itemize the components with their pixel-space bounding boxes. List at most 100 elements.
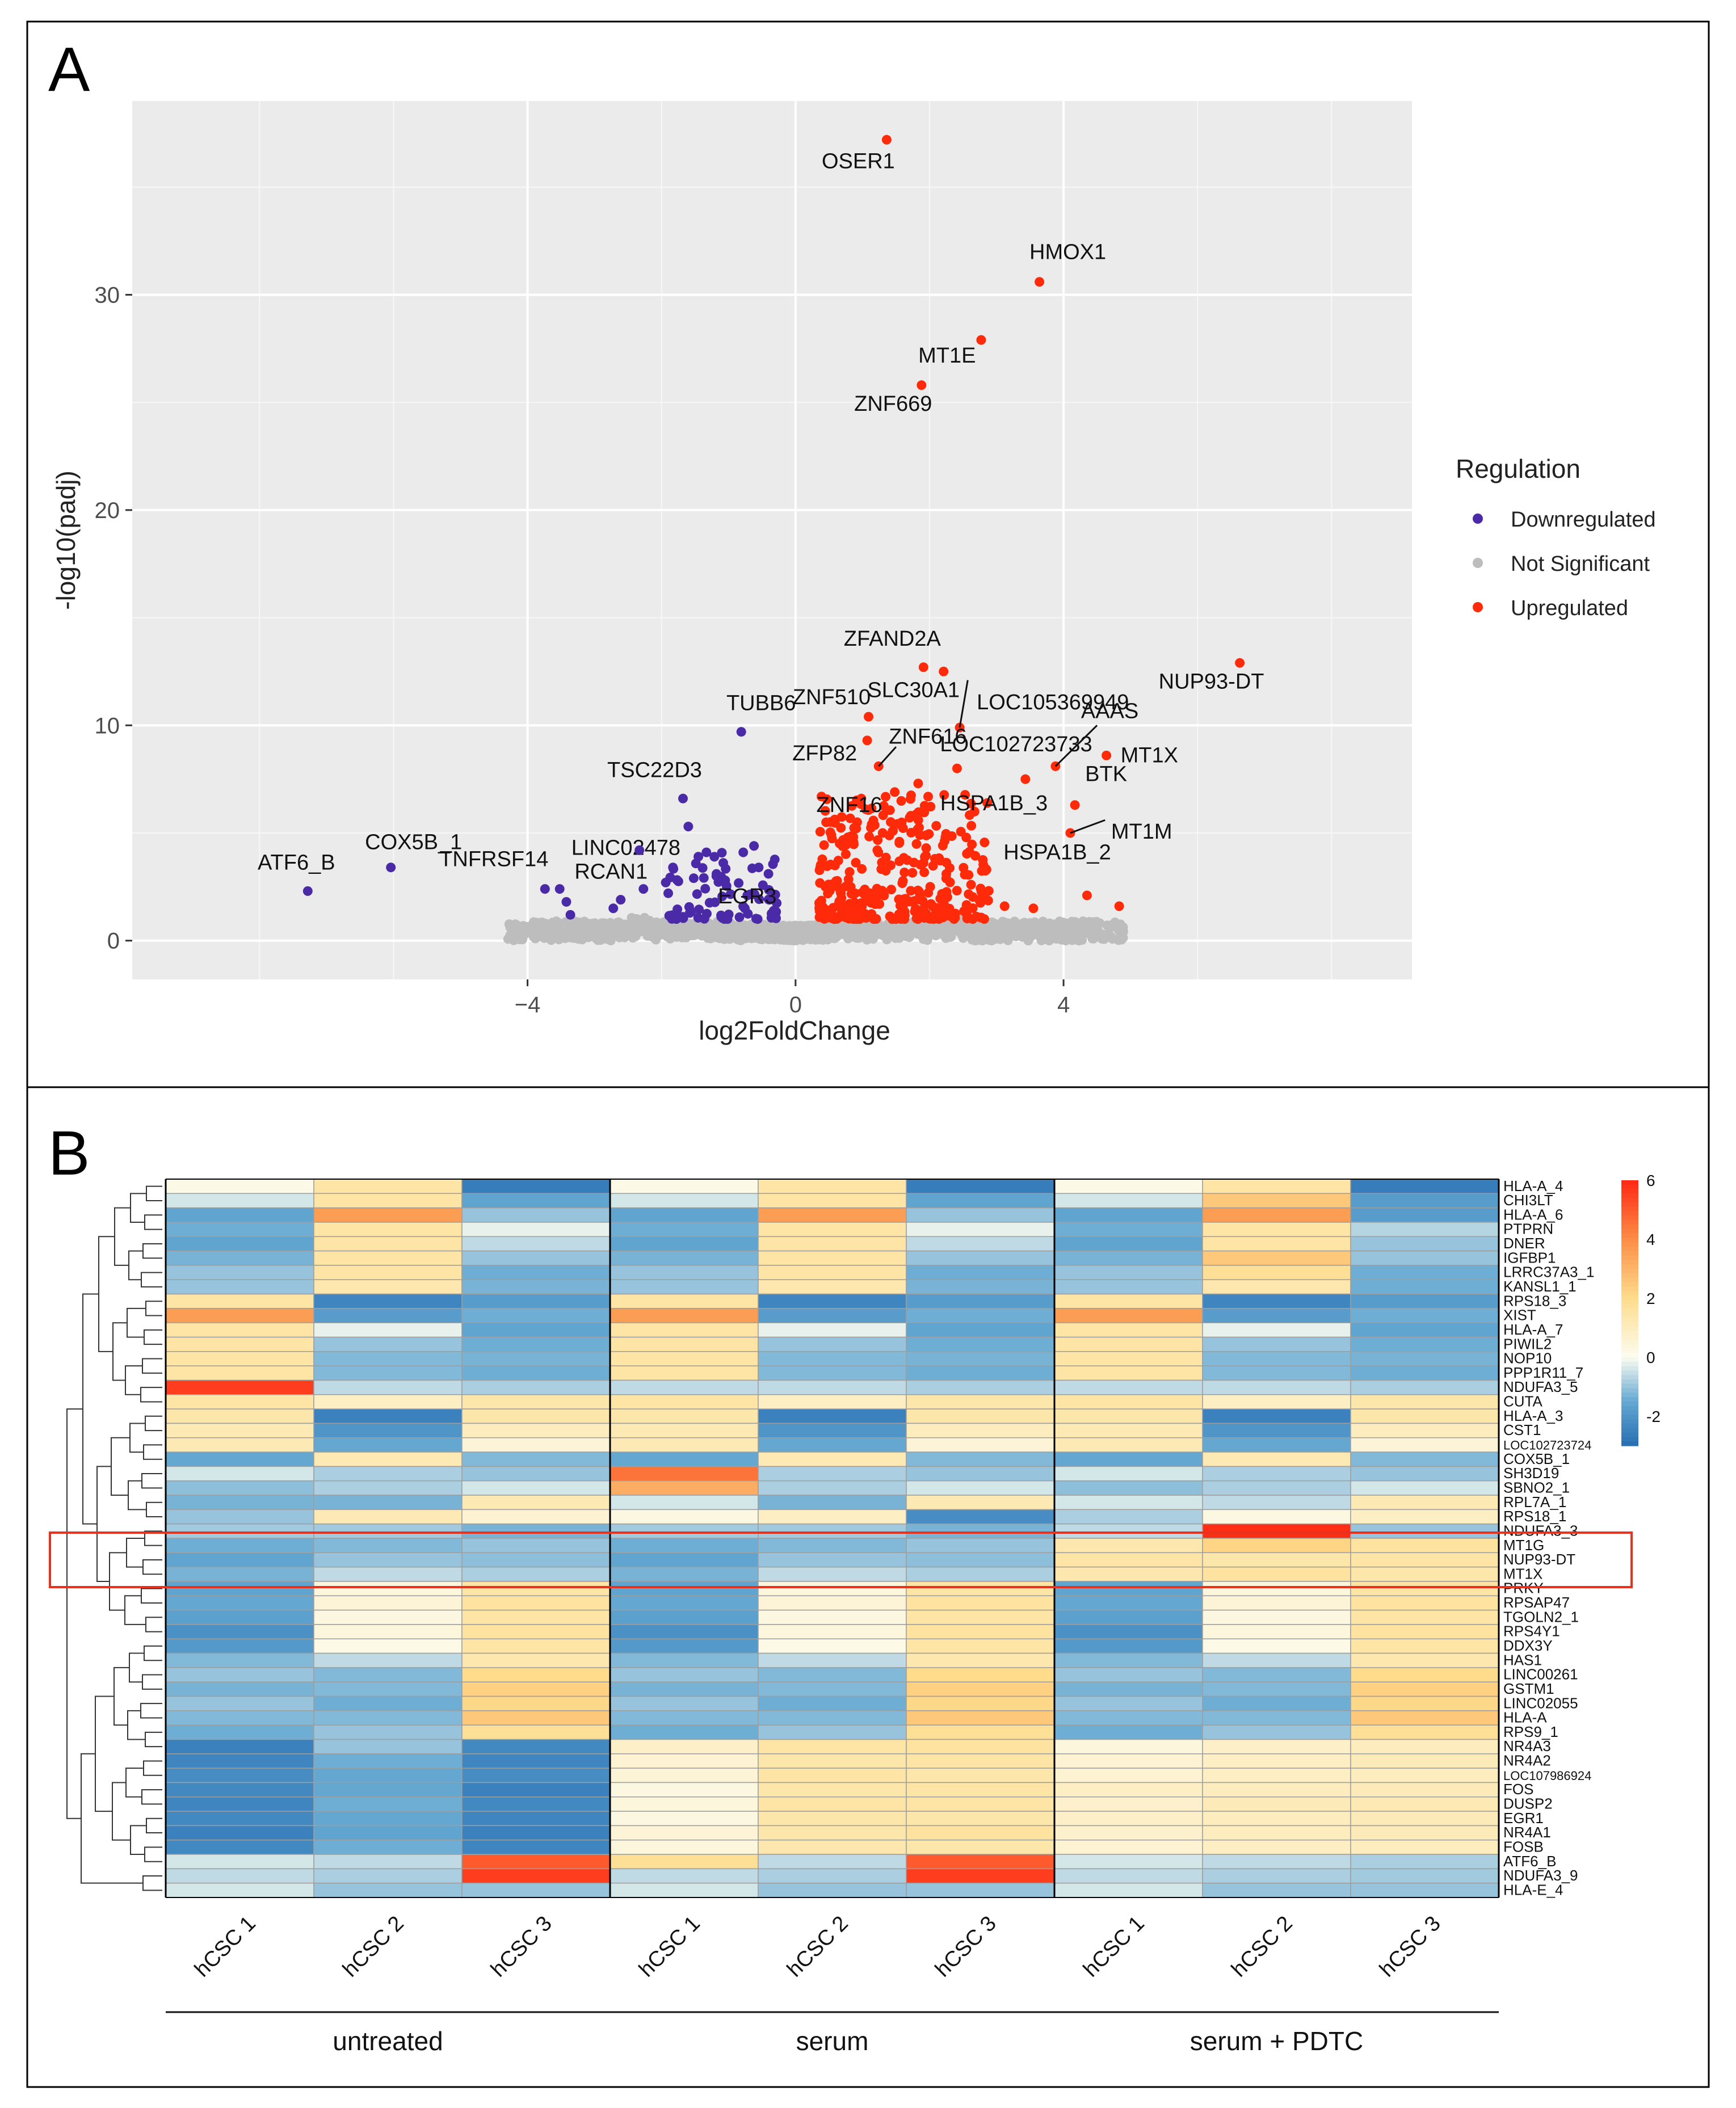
heatmap-cell <box>1350 1882 1499 1898</box>
heatmap-cell <box>313 1710 463 1726</box>
heatmap-cell <box>610 1451 759 1467</box>
row-label: HLA-A_7 <box>1503 1321 1563 1338</box>
point-label-atf6-b: ATF6_B <box>258 851 335 874</box>
heatmap-cell <box>1202 1825 1351 1841</box>
up-point <box>961 900 972 910</box>
heatmap-cell <box>1350 1179 1499 1194</box>
heatmap-cell <box>758 1638 907 1654</box>
down-point <box>709 852 720 862</box>
heatmap-cell <box>906 1207 1055 1223</box>
point-zfand2a <box>918 662 928 672</box>
color-scale-segment <box>1621 1184 1638 1190</box>
heatmap-cell <box>758 1250 907 1266</box>
heatmap-cell <box>1054 1308 1203 1323</box>
ns-point <box>944 922 955 932</box>
up-point <box>1114 901 1124 911</box>
heatmap-cell <box>1350 1566 1499 1582</box>
heatmap-cell <box>1350 1538 1499 1554</box>
up-point <box>877 828 888 838</box>
heatmap-cell <box>758 1466 907 1482</box>
heatmap-cell <box>610 1839 759 1855</box>
heatmap-cell <box>461 1466 611 1482</box>
up-point <box>840 849 851 859</box>
heatmap-cell <box>906 1250 1055 1266</box>
down-point <box>554 884 565 894</box>
heatmap-cell <box>906 1552 1055 1568</box>
heatmap-cell <box>1054 1394 1203 1409</box>
heatmap-cell <box>1350 1839 1499 1855</box>
heatmap-cell <box>758 1595 907 1611</box>
heatmap-cell <box>1350 1739 1499 1754</box>
heatmap-cell <box>313 1250 463 1266</box>
row-label: HLA-A_4 <box>1503 1177 1563 1194</box>
heatmap-cell <box>165 1351 314 1366</box>
heatmap-cell <box>1054 1581 1203 1597</box>
ns-point <box>533 919 543 929</box>
color-scale-segment <box>1621 1388 1638 1393</box>
ns-point <box>1078 922 1088 932</box>
heatmap-cell <box>758 1710 907 1726</box>
row-label: SH3D19 <box>1503 1465 1559 1482</box>
dendrogram-branch <box>112 1782 131 1841</box>
up-point <box>901 894 911 904</box>
row-label: NR4A3 <box>1503 1737 1551 1754</box>
ns-point <box>579 916 590 927</box>
point-znf16 <box>890 787 900 797</box>
heatmap-cell <box>758 1308 907 1323</box>
heatmap-cell <box>461 1293 611 1309</box>
heatmap-cell <box>165 1868 314 1884</box>
color-scale-segment <box>1621 1353 1638 1358</box>
up-point <box>899 853 909 863</box>
dendrogram-branch <box>140 1703 162 1719</box>
heatmap-cell <box>313 1480 463 1496</box>
ns-point <box>869 932 879 942</box>
ns-points <box>503 911 1128 946</box>
heatmap-cell <box>1054 1538 1203 1554</box>
up-point <box>967 839 977 849</box>
heatmap-cell <box>461 1179 611 1194</box>
down-point <box>700 883 711 894</box>
up-point <box>921 851 931 861</box>
heatmap-cell <box>461 1839 611 1855</box>
dendrogram-branch <box>66 1408 83 1819</box>
heatmap-cell <box>1350 1509 1499 1525</box>
point-label-tnfrsf14: TNFRSF14 <box>439 848 548 872</box>
heatmap-cell <box>165 1379 314 1395</box>
row-label: NDUFA3_5 <box>1503 1378 1578 1395</box>
down-point <box>692 889 702 899</box>
point-label-nup93-dt: NUP93-DT <box>1159 670 1264 693</box>
volcano-panel-background <box>132 101 1412 979</box>
heatmap: HLA-A_4CHI3LTHLA-A_6PTPRNDNERIGFBP1LRRC3… <box>49 1172 1661 2056</box>
up-point <box>976 883 986 894</box>
up-point <box>885 805 895 815</box>
heatmap-cell <box>1350 1193 1499 1209</box>
point-zfp82 <box>862 735 872 746</box>
dendrogram-branch <box>109 1552 127 1611</box>
heatmap-cell <box>313 1265 463 1280</box>
heatmap-cell <box>758 1839 907 1855</box>
dendrogram-branch <box>142 1559 162 1575</box>
up-point <box>982 798 993 808</box>
heatmap-cell <box>1054 1681 1203 1697</box>
down-point <box>701 847 712 857</box>
ns-point <box>1118 933 1128 943</box>
dendrogram-branch <box>143 1760 162 1776</box>
heatmap-cell <box>906 1265 1055 1280</box>
down-point <box>771 913 781 923</box>
point-label-egr3: EGR3 <box>718 885 776 908</box>
heatmap-cell <box>758 1336 907 1352</box>
up-point <box>827 834 837 844</box>
heatmap-cell <box>758 1193 907 1209</box>
heatmap-cell <box>165 1854 314 1870</box>
heatmap-cell <box>610 1538 759 1554</box>
up-point <box>921 843 931 853</box>
heatmap-cell <box>1054 1207 1203 1223</box>
heatmap-cell <box>758 1408 907 1424</box>
dendrogram-branch <box>127 1710 145 1740</box>
heatmap-cell <box>313 1796 463 1812</box>
heatmap-cell <box>165 1739 314 1754</box>
dendrogram-branch <box>128 1480 146 1510</box>
heatmap-cell <box>165 1523 314 1539</box>
dendrogram-branch <box>141 1789 162 1805</box>
up-point <box>930 914 940 924</box>
